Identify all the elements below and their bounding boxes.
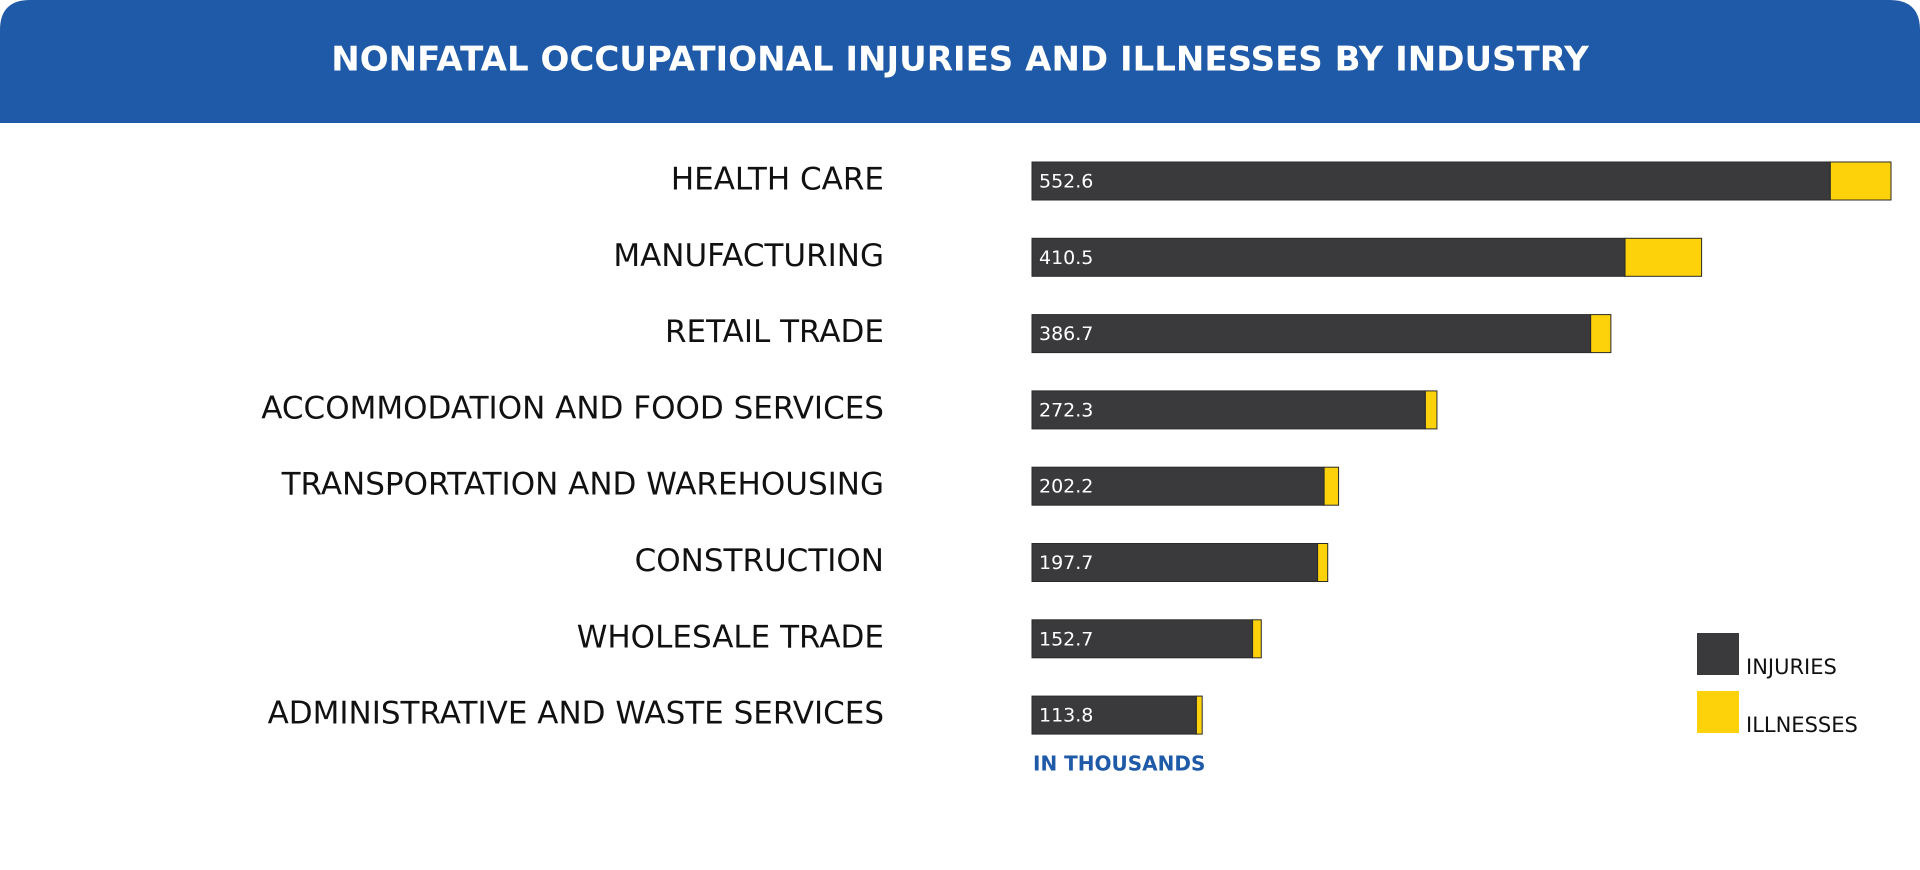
legend-swatch	[1697, 633, 1739, 675]
bar-segment	[1195, 695, 1203, 735]
value-label: 272.3	[1039, 399, 1093, 421]
value-label: 552.6	[1039, 171, 1093, 193]
value-label: 410.5	[1039, 247, 1093, 269]
bar-segment	[1323, 466, 1340, 506]
value-label: 197.7	[1039, 552, 1093, 574]
value-label: 386.7	[1039, 323, 1093, 345]
unit-note: IN THOUSANDS	[1033, 752, 1205, 776]
bar-segment	[1031, 161, 1831, 201]
legend-label: INJURIES	[1746, 655, 1837, 679]
header-band	[0, 0, 1920, 123]
chart-title: NONFATAL OCCUPATIONAL INJURIES AND ILLNE…	[331, 40, 1589, 80]
bar-segment	[1424, 390, 1438, 430]
bar-segment	[1031, 237, 1626, 277]
category-label: TRANSPORTATION AND WAREHOUSING	[281, 467, 884, 503]
category-label: HEALTH CARE	[671, 162, 884, 198]
category-label: CONSTRUCTION	[635, 543, 884, 579]
category-label: ADMINISTRATIVE AND WASTE SERVICES	[268, 696, 884, 732]
category-label: WHOLESALE TRADE	[577, 619, 884, 655]
legend-swatch	[1697, 691, 1739, 733]
category-label: MANUFACTURING	[613, 238, 884, 274]
legend-label: ILLNESSES	[1746, 713, 1858, 737]
value-label: 202.2	[1039, 476, 1093, 498]
bar-segment	[1252, 619, 1262, 659]
bar-segment	[1590, 314, 1612, 354]
bar-segment	[1031, 466, 1325, 506]
value-label: 113.8	[1039, 705, 1093, 727]
value-label: 152.7	[1039, 628, 1093, 650]
bar-segment	[1829, 161, 1892, 201]
bar-segment	[1031, 695, 1197, 735]
category-label: ACCOMMODATION AND FOOD SERVICES	[261, 390, 884, 426]
category-label: RETAIL TRADE	[665, 314, 884, 350]
bar-segment	[1624, 237, 1703, 277]
bar-segment	[1031, 314, 1592, 354]
bar-segment	[1317, 543, 1329, 582]
